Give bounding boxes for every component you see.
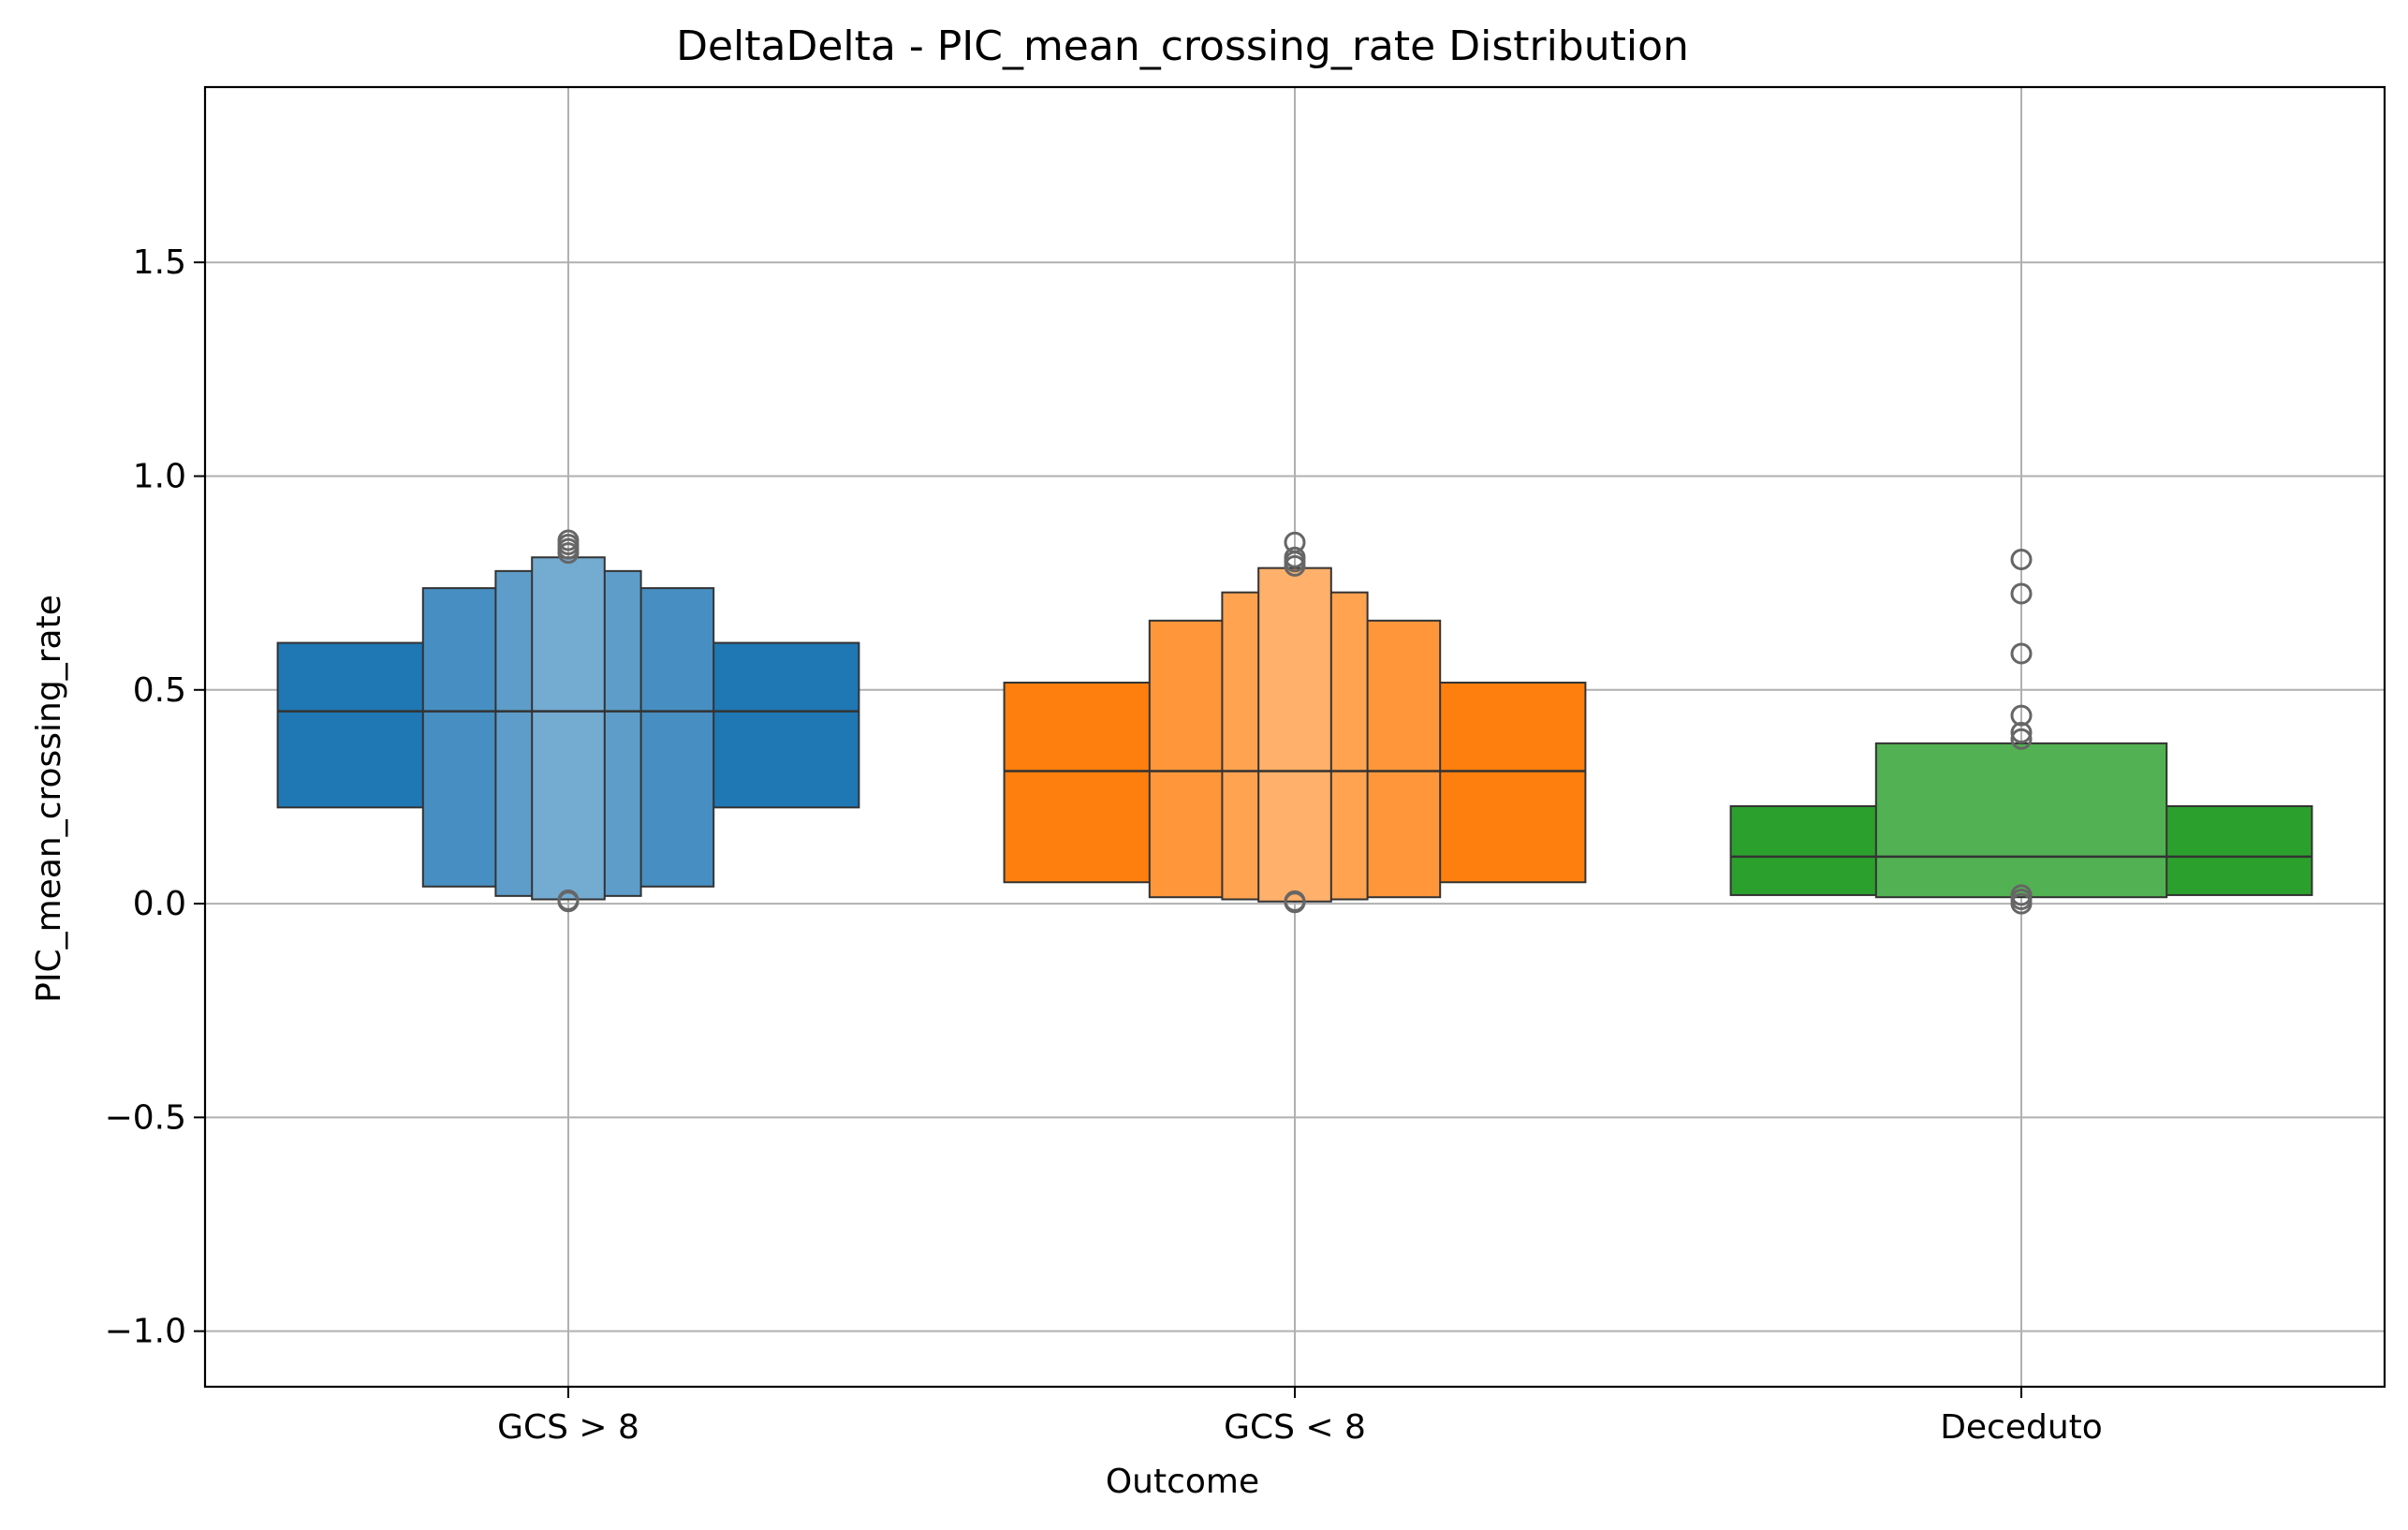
y-tick-label: −1.0 [105,1313,186,1351]
y-tick-label: 1.0 [133,457,186,495]
boxen-level [1874,742,2168,899]
y-axis-label: PIC_mean_crossing_rate [30,595,68,1003]
outlier-point [2010,704,2033,727]
x-axis-label: Outcome [1106,1463,1259,1501]
outlier-point [1284,554,1306,577]
axis-ticks: −1.0 −0.5 0.0 0.5 1.0 1.5 GCS > 8 GCS < 8 Decedu… [105,243,2103,1447]
outlier-point [2010,892,2033,915]
outlier-point [2010,642,2033,665]
y-tick-label: 0.5 [133,671,186,710]
x-tick-label: Deceduto [1940,1408,2103,1447]
outlier-point [2010,728,2033,750]
outlier-point [2010,721,2033,743]
boxen-2 [1003,531,1587,914]
outlier-point [1284,890,1306,912]
y-tick-label: 1.5 [133,243,186,282]
boxen-level [531,556,606,901]
chart-title: DeltaDelta - PIC_mean_crossing_rate Dist… [676,22,1689,70]
y-tick-label: −0.5 [105,1098,186,1137]
boxen-3 [1729,549,2313,915]
x-tick-label: GCS < 8 [1224,1408,1366,1447]
boxen-1 [276,529,860,913]
outlier-point [557,542,580,565]
plot-frame [203,85,2386,1389]
y-tick-label: 0.0 [133,885,186,923]
outlier-point [557,889,580,911]
outlier-point [2010,549,2033,571]
boxen-plots [276,529,2313,915]
boxen-level [1257,566,1332,903]
x-tick-label: GCS > 8 [497,1408,639,1447]
outlier-point [2010,582,2033,605]
